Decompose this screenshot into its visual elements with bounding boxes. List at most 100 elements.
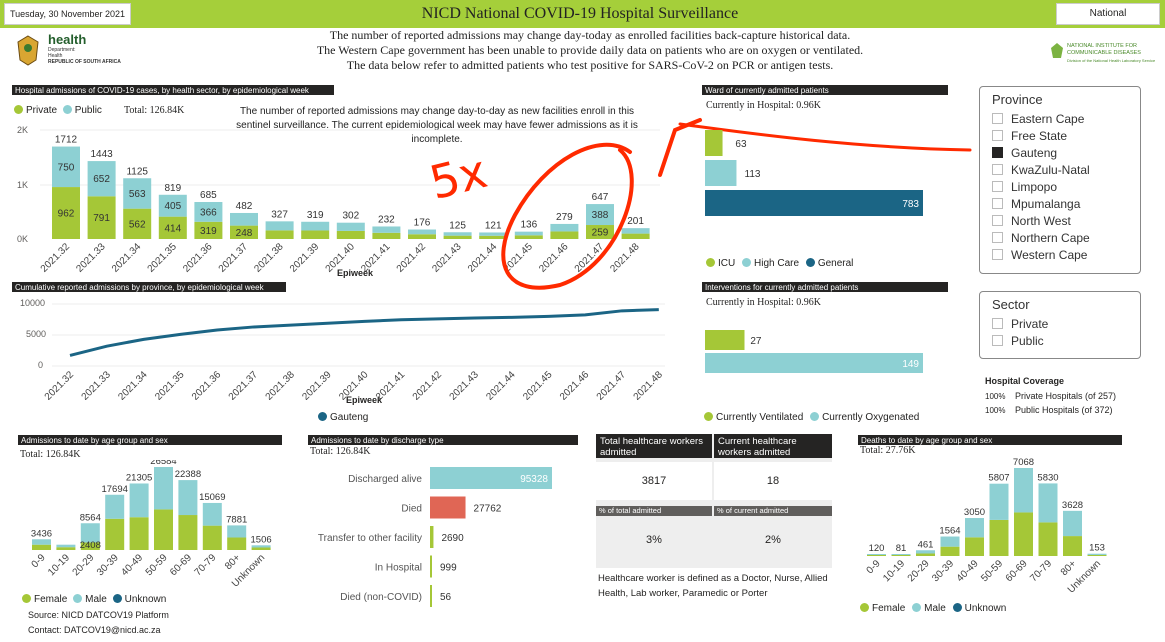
bar-public	[372, 226, 401, 233]
coverage-text: Public Hospitals (of 372)	[1015, 405, 1113, 415]
bar-total-label: 3628	[1062, 500, 1083, 511]
deaths-chart: 1200-98110-1946120-29156430-39305040-495…	[865, 457, 1107, 596]
notice-text: The number of reported admissions may ch…	[240, 28, 940, 73]
x-tick-label: 40-49	[955, 558, 981, 584]
interventions-legend[interactable]: Currently Ventilated Currently Oxygenate…	[704, 412, 919, 423]
legend-label-high-care: High Care	[754, 258, 800, 269]
x-tick-label: 10-19	[46, 552, 72, 578]
bar-discharge	[430, 526, 434, 548]
bar-value-label: 113	[745, 169, 761, 180]
province-item[interactable]: Gauteng	[992, 145, 1128, 162]
province-item[interactable]: KwaZulu-Natal	[992, 162, 1128, 179]
checkbox-icon[interactable]	[992, 198, 1003, 209]
hcw-total-header: Total healthcare workers admitted	[596, 434, 712, 458]
legend-label-gauteng: Gauteng	[330, 412, 369, 423]
legend-dot-private	[14, 105, 23, 114]
checkbox-icon[interactable]	[992, 130, 1003, 141]
bar-value-label: 319	[200, 226, 217, 237]
bar-male	[891, 554, 911, 555]
bar-value-label: 999	[440, 563, 457, 574]
coverage-pct: 100%	[985, 392, 1006, 401]
legend-label-male: Male	[85, 594, 107, 605]
checkbox-icon[interactable]	[992, 181, 1003, 192]
deaths-total-value: 27.76K	[885, 445, 916, 456]
hcw-panel: Total healthcare workers admitted Curren…	[596, 434, 832, 568]
checkbox-icon[interactable]	[992, 113, 1003, 124]
bar-value-label: 962	[58, 209, 75, 220]
age-legend[interactable]: Female Male Unknown	[22, 594, 166, 605]
bar-private	[514, 235, 543, 239]
nicd-logo: NATIONAL INSTITUTE FOR COMMUNICABLE DISE…	[1050, 40, 1160, 70]
legend-dot-gauteng	[318, 412, 327, 421]
contact-text: Contact: DATCOV19@nicd.ac.za	[28, 625, 161, 635]
checkbox-icon[interactable]	[992, 335, 1003, 346]
checkbox-icon[interactable]	[992, 232, 1003, 243]
cumulative-legend[interactable]: Gauteng	[318, 412, 368, 423]
ward-legend[interactable]: ICU High Care General	[706, 258, 853, 269]
legend-label-male: Male	[924, 603, 946, 614]
province-item[interactable]: Eastern Cape	[992, 111, 1128, 128]
category-label: Transfer to other facility	[318, 533, 422, 544]
province-item[interactable]: Limpopo	[992, 179, 1128, 196]
interventions-panel-title: Interventions for currently admitted pat…	[702, 282, 948, 292]
category-label: In Hospital	[375, 563, 422, 574]
bar-male	[989, 483, 1009, 520]
bar-male	[1087, 553, 1107, 555]
province-item[interactable]: Mpumalanga	[992, 196, 1128, 213]
sector-item[interactable]: Private	[992, 316, 1128, 333]
nicd-logo-line1: NATIONAL INSTITUTE FOR	[1067, 43, 1137, 49]
x-tick-label: 2021.46	[558, 369, 592, 400]
x-tick-label: 2021.47	[595, 369, 629, 400]
checkbox-icon[interactable]	[992, 215, 1003, 226]
checkbox-icon[interactable]	[992, 318, 1003, 329]
bar-total-label: 120	[869, 543, 885, 554]
ward-current-value: 0.96K	[796, 100, 822, 111]
bar-total-label: 7068	[1013, 457, 1034, 468]
province-item[interactable]: Western Cape	[992, 247, 1128, 264]
x-tick-label: 2021.42	[411, 369, 445, 400]
bar-value-label: 414	[164, 223, 181, 234]
legend-label-public: Public	[74, 105, 102, 116]
province-item[interactable]: Free State	[992, 128, 1128, 145]
bar-male	[129, 483, 149, 518]
sector-item[interactable]: Public	[992, 333, 1128, 350]
bar-female	[1038, 522, 1058, 556]
province-item[interactable]: North West	[992, 213, 1128, 230]
x-tick-label: 2021.36	[190, 369, 224, 400]
coverage-text: Private Hospitals (of 257)	[1015, 391, 1117, 401]
x-tick-label: 2021.43	[448, 369, 482, 400]
bar-female	[965, 537, 984, 556]
bar-value-label: 56	[440, 592, 452, 603]
bar-private	[123, 208, 152, 239]
bar-private	[87, 196, 116, 239]
checkbox-icon[interactable]	[992, 249, 1003, 260]
bar-value-label: 95328	[520, 474, 548, 485]
bar-public	[230, 212, 258, 226]
x-tick-label: 80+	[1059, 558, 1079, 578]
bar-female	[891, 555, 911, 556]
bar-total-label: 176	[414, 217, 431, 228]
bar-currently-ventilated	[705, 330, 745, 350]
legend-label-unknown: Unknown	[964, 603, 1007, 614]
province-list: Eastern Cape Free State Gauteng KwaZulu-Nat…	[992, 111, 1128, 264]
bar-value-label: 27	[750, 336, 762, 347]
bar-total-label: 1712	[55, 135, 78, 146]
bar-female	[227, 537, 247, 550]
checkbox-icon[interactable]	[992, 147, 1003, 158]
bar-male	[965, 518, 984, 538]
bar-public	[301, 221, 330, 231]
y-tick: 0K	[17, 234, 29, 244]
admissions-legend[interactable]: Private Public	[14, 105, 102, 116]
bar-total-label: 461	[918, 539, 934, 550]
nicd-logo-line2: COMMUNICABLE DISEASES	[1067, 50, 1141, 56]
bar-total-label: 15069	[199, 492, 225, 503]
bar-discharge	[430, 555, 432, 578]
category-label: Died (non-COVID)	[340, 592, 422, 603]
legend-label-oxygenated: Currently Oxygenated	[822, 412, 920, 423]
bar-value-label: 2408	[80, 540, 101, 551]
province-item[interactable]: Northern Cape	[992, 230, 1128, 247]
checkbox-icon[interactable]	[992, 164, 1003, 175]
x-tick-label: 30-39	[95, 552, 121, 578]
hcw-total-value: 3817	[596, 462, 712, 500]
deaths-legend[interactable]: Female Male Unknown	[860, 603, 1006, 614]
